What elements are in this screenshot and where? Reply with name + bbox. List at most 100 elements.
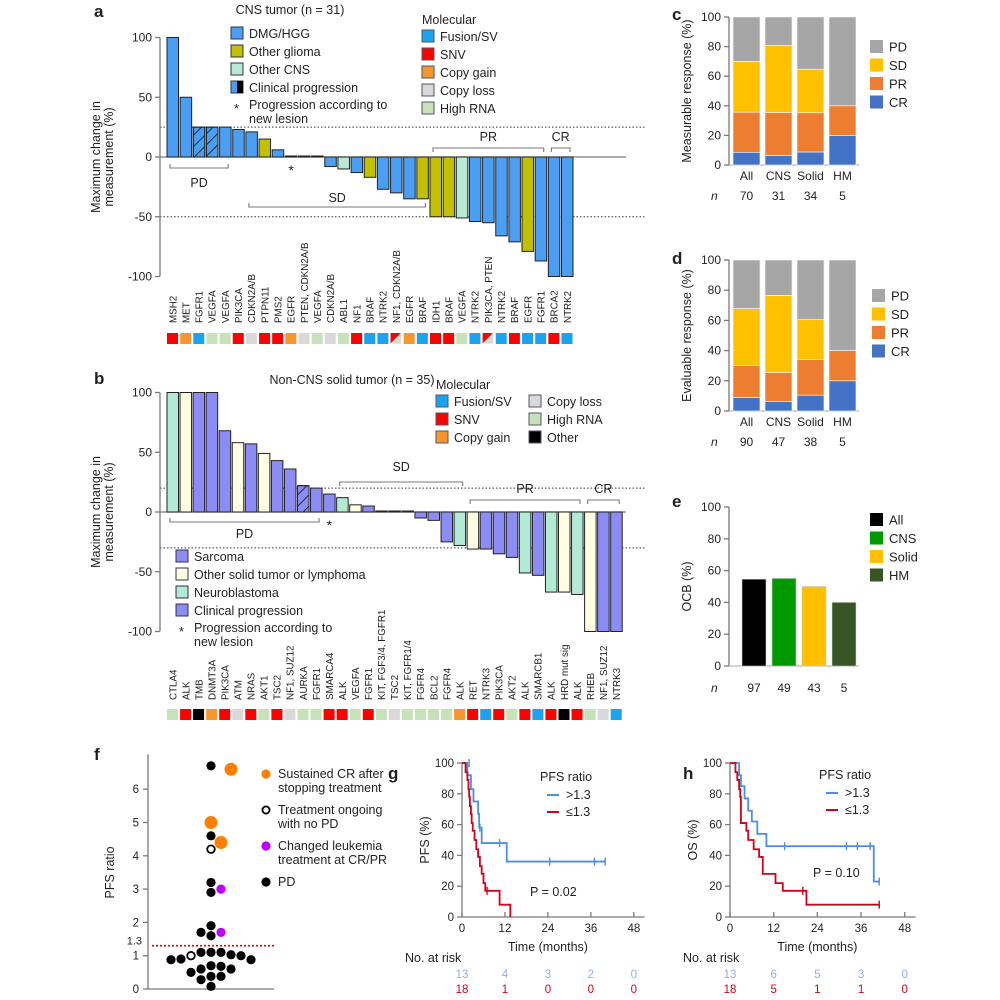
panel-g-y-tick-label: 60 — [441, 820, 454, 832]
panel-f-point-pd — [206, 981, 216, 991]
panel-f-point-pd — [166, 955, 176, 965]
panel-h-at-risk-value: 0 — [902, 984, 908, 996]
panel-d-legend-swatch — [872, 326, 885, 339]
panel-h-legend-label: ≤1.3 — [845, 803, 869, 817]
panel-a-legend-label: Other glioma — [249, 45, 321, 59]
panel-b-molecular-square — [232, 709, 244, 720]
panel-c-legend-swatch — [870, 77, 883, 90]
panel-b-molecular-square — [480, 709, 492, 720]
panel-h-at-risk-value: 1 — [858, 984, 864, 996]
panel-a-y-tick-label: 50 — [139, 90, 153, 104]
panel-d-n-value: 38 — [804, 435, 818, 449]
panel-f-point-pd — [186, 967, 196, 977]
panel-a-response-label: CR — [552, 130, 570, 144]
panel-e-legend-swatch — [870, 550, 883, 563]
panel-b-gene-label: BCL2 — [429, 675, 440, 700]
panel-c-bar-CR — [828, 135, 857, 166]
panel-e-y-tick-label: 0 — [714, 659, 721, 673]
panel-a-bar — [521, 156, 535, 252]
panel-a-gene-label: NTRK2 — [379, 291, 390, 323]
panel-b-bar — [610, 511, 623, 632]
panel-c-y-label: Measurable response (%) — [680, 19, 694, 162]
panel-b-bar — [440, 511, 454, 543]
panel-a-molecular-legend-swatch — [421, 47, 435, 61]
molecular-loss — [389, 332, 402, 345]
panel-b-molecular-square — [245, 709, 257, 720]
panel-e-legend-swatch — [870, 531, 883, 545]
panel-d-y-tick-label: 20 — [708, 374, 722, 388]
panel-b-bar — [218, 430, 232, 513]
panel-b-molecular-square — [362, 709, 374, 720]
panel-c-n-value: 5 — [839, 189, 846, 203]
panel-a-gene-label: VEGFA — [458, 290, 469, 323]
panel-b-legend-swatch — [175, 567, 189, 581]
panel-b-molecular-square — [467, 709, 479, 720]
panel-b-molecular-square — [401, 709, 413, 720]
panel-b-molecular-legend-label: Other — [547, 431, 578, 445]
panel-b-gene-label: CTLA4 — [168, 669, 179, 700]
panel-a-molecular-legend-label: Copy gain — [440, 66, 496, 80]
panel-b-molecular-square — [532, 709, 544, 720]
panel-h-y-tick-label: 60 — [709, 820, 722, 832]
panel-e-legend-label: Solid — [889, 550, 918, 565]
panel-f-point-pd — [176, 954, 186, 964]
panel-h-at-risk-value: 13 — [724, 969, 737, 981]
panel-a-bar — [350, 156, 364, 174]
panel-a-gene-label: ABL1 — [339, 299, 350, 323]
panel-d-bar-SD — [796, 319, 825, 360]
panel-b-bar — [531, 511, 545, 576]
panel-e-bar-CNS — [771, 578, 797, 667]
panel-a-gene-label: EGFR — [405, 296, 416, 323]
panel-b-y-tick-label: 50 — [139, 445, 153, 459]
panel-a-gene-label: IDH1 — [431, 301, 442, 323]
panel-c-bar-PD — [732, 16, 761, 62]
panel-b-bracket-SD — [339, 481, 464, 486]
panel-d-bar-SD — [764, 295, 793, 373]
panel-d-bar-CR — [732, 397, 761, 412]
panel-b-gene-label: ALK — [455, 681, 466, 700]
panel-c-legend-label: PD — [889, 40, 907, 55]
panel-b-gene-label: NF1, SUZ12 — [286, 646, 297, 700]
panel-f-y-tick-label: 2 — [133, 917, 139, 929]
panel-a-bar — [442, 156, 456, 218]
panel-f-point-pd — [206, 887, 216, 898]
panel-b-legend-label: Neuroblastoma — [194, 586, 279, 600]
panel-a-legend-swatch — [230, 26, 244, 40]
panel-b-gene-label: NF1, SUZ12 — [599, 646, 610, 700]
panel-b-molecular-square — [610, 709, 622, 720]
panel-g-y-label-line: PFS (%) — [418, 816, 432, 863]
panel-b-bar — [323, 493, 336, 513]
panel-b-gene-label: FGFR4 — [442, 667, 453, 700]
panel-b-response-label: PR — [516, 482, 533, 496]
panel-a-y-tick-label: -50 — [135, 210, 153, 224]
panel-label-b: b — [94, 369, 104, 388]
panel-a-gene-label: CDKN2A/B — [247, 274, 258, 323]
panel-g-x-tick-label: 12 — [499, 923, 512, 935]
panel-a-legend-label: Other CNS — [249, 63, 310, 77]
panel-f-point-pd — [196, 964, 206, 974]
panel-f-point-ongoing — [186, 951, 196, 961]
panel-a-bar — [455, 156, 469, 219]
panel-f-legend-marker-pd — [261, 877, 271, 887]
panel-f-legend-label: PD — [278, 875, 295, 889]
panel-e-n-value: 43 — [807, 681, 821, 695]
panel-a-bar — [324, 156, 337, 168]
panel-a-molecular-legend-label: Fusion/SV — [440, 30, 498, 44]
panel-h-y-tick-label: 100 — [703, 758, 722, 770]
panel-b-gene-label: ATM — [234, 680, 245, 700]
panel-a-molecular-square — [403, 333, 415, 344]
panel-d-n-value: 47 — [772, 435, 786, 449]
panel-e-n-value: 97 — [747, 681, 761, 695]
panel-a-gene-label: NF1 — [352, 304, 363, 323]
panel-a-molecular-square — [245, 333, 257, 344]
panel-f-legend-marker-changed — [261, 841, 271, 851]
panel-a-molecular-legend-swatch — [421, 83, 435, 97]
panel-c-bar-PR — [796, 112, 825, 153]
panel-b-bracket-PR — [469, 499, 581, 504]
panel-g-at-risk-value: 1 — [502, 984, 508, 996]
panel-b-molecular-square — [545, 709, 557, 720]
panel-c-bar-PD — [828, 16, 857, 107]
panel-b-bar — [414, 511, 427, 519]
panel-a-bar — [363, 156, 377, 178]
